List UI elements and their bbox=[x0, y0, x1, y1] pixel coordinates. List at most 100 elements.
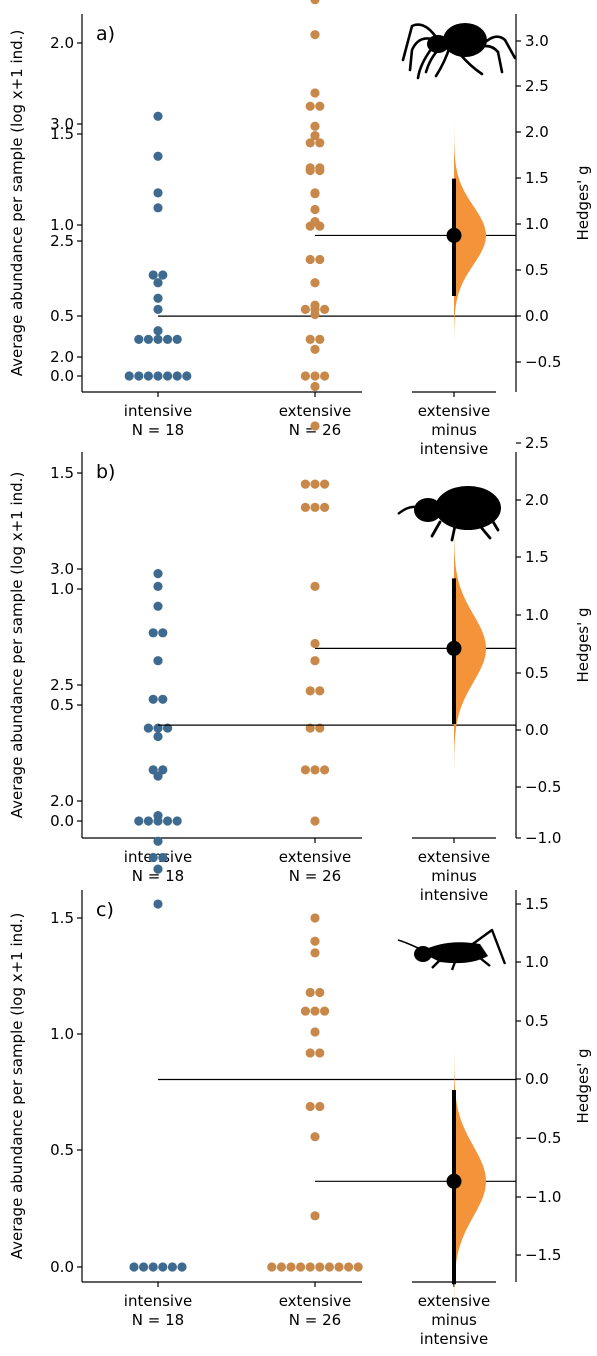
extensive-point bbox=[300, 765, 310, 775]
spider-leg bbox=[476, 35, 517, 60]
extensive-point bbox=[305, 254, 315, 265]
panel-c: 0.0 0.5 1.0 1.5 2.0 2.5 3.0 −1.5 −1.0 −0.5 0.0 0.5 1… bbox=[8, 560, 592, 1348]
left-tick-label: 3.0 bbox=[50, 115, 74, 133]
extensive-point bbox=[305, 101, 315, 111]
category-label: intensive bbox=[124, 848, 192, 866]
intensive-point bbox=[153, 836, 163, 846]
extensive-point bbox=[315, 1048, 325, 1058]
y-axis-title: Average abundance per sample (log x+1 in… bbox=[8, 913, 26, 1260]
right-tick-label: 0.5 bbox=[525, 1012, 549, 1030]
intensive-point bbox=[143, 816, 153, 826]
extensive-point bbox=[300, 371, 310, 381]
left-tick-label: 2.0 bbox=[50, 792, 74, 810]
extensive-point bbox=[315, 1262, 325, 1272]
intensive-point bbox=[148, 1262, 158, 1272]
extensive-point bbox=[310, 344, 320, 354]
intensive-point bbox=[153, 111, 163, 121]
extensive-point bbox=[310, 479, 320, 489]
left-tick-label: 1.0 bbox=[50, 1025, 74, 1043]
beetle-antenna bbox=[397, 505, 421, 515]
extensive-point bbox=[334, 1262, 344, 1272]
extensive-point bbox=[300, 479, 310, 489]
intensive-point bbox=[153, 151, 163, 161]
left-tick-label: 0.5 bbox=[50, 696, 74, 714]
right-tick-label: −1.5 bbox=[525, 1246, 561, 1264]
intensive-point bbox=[153, 581, 163, 591]
intensive-point bbox=[153, 723, 163, 733]
intensive-point bbox=[153, 203, 163, 213]
beetle-icon bbox=[397, 486, 501, 542]
extensive-point bbox=[310, 131, 320, 141]
intensive-point bbox=[153, 731, 163, 742]
intensive-point bbox=[163, 371, 173, 381]
right-tick-label: 1.0 bbox=[525, 215, 549, 233]
extensive-point bbox=[315, 165, 325, 176]
extensive-point bbox=[315, 334, 325, 344]
extensive-point bbox=[310, 278, 320, 288]
beetle-leg bbox=[430, 520, 442, 538]
category-label: intensive bbox=[420, 440, 488, 458]
left-tick-label: 1.5 bbox=[50, 464, 74, 482]
right-tick-label: 2.5 bbox=[525, 434, 549, 452]
extensive-point bbox=[310, 0, 320, 5]
intensive-point bbox=[153, 899, 163, 909]
right-tick-label: −0.5 bbox=[525, 778, 561, 796]
right-tick-label: 1.5 bbox=[525, 895, 549, 913]
intensive-point bbox=[158, 694, 168, 704]
spider-leg bbox=[434, 44, 452, 78]
cricket-leg bbox=[479, 957, 491, 967]
left-tick-label: 1.5 bbox=[50, 909, 74, 927]
left-tick-label: 3.0 bbox=[50, 560, 74, 578]
intensive-point bbox=[153, 278, 163, 288]
spider-abdomen bbox=[443, 23, 487, 57]
extensive-point bbox=[310, 1132, 320, 1142]
extensive-point bbox=[286, 1262, 296, 1272]
category-label: N = 18 bbox=[132, 867, 184, 885]
extensive-point bbox=[300, 1006, 310, 1016]
intensive-point bbox=[163, 816, 173, 826]
intensive-point bbox=[153, 293, 163, 303]
effect-size-point bbox=[446, 227, 462, 243]
intensive-point bbox=[148, 628, 158, 638]
right-tick-label: 2.0 bbox=[525, 123, 549, 141]
extensive-point bbox=[320, 479, 330, 489]
intensive-point bbox=[153, 864, 163, 874]
panel-label: a) bbox=[96, 23, 115, 45]
intensive-point bbox=[153, 656, 163, 666]
left-tick-label: 0.0 bbox=[50, 367, 74, 385]
category-label: intensive bbox=[420, 886, 488, 904]
category-label: intensive bbox=[124, 402, 192, 420]
category-label: minus bbox=[431, 1311, 477, 1329]
y-axis-title: Average abundance per sample (log x+1 in… bbox=[8, 30, 26, 377]
extensive-point bbox=[315, 1101, 325, 1112]
extensive-point bbox=[300, 502, 310, 512]
right-tick-label: 0.0 bbox=[525, 721, 549, 739]
intensive-point bbox=[143, 371, 153, 381]
intensive-point bbox=[153, 811, 163, 821]
extensive-point bbox=[305, 723, 315, 733]
extensive-point bbox=[276, 1262, 286, 1272]
intensive-point bbox=[134, 334, 144, 344]
extensive-point bbox=[310, 913, 320, 923]
beetle-leg bbox=[478, 524, 492, 540]
left-tick-label: 1.0 bbox=[50, 580, 74, 598]
extensive-point bbox=[305, 138, 315, 148]
intensive-point bbox=[153, 188, 163, 198]
right-tick-label: 0.5 bbox=[525, 664, 549, 682]
y-axis-title: Average abundance per sample (log x+1 in… bbox=[8, 472, 26, 819]
cricket-leg bbox=[431, 959, 441, 969]
intensive-point bbox=[153, 304, 163, 314]
bootstrap-distribution bbox=[454, 1050, 486, 1302]
extensive-point bbox=[320, 371, 330, 381]
intensive-point bbox=[158, 1262, 168, 1272]
extensive-point bbox=[305, 1101, 315, 1112]
extensive-point bbox=[310, 948, 320, 958]
extensive-point bbox=[310, 638, 320, 649]
left-tick-label: 2.0 bbox=[50, 348, 74, 366]
intensive-point bbox=[158, 852, 168, 863]
extensive-point bbox=[353, 1262, 363, 1272]
extensive-point bbox=[300, 304, 310, 314]
y-axis-title-right: Hedges' g bbox=[574, 1048, 592, 1123]
left-tick-label: 2.5 bbox=[50, 232, 74, 250]
